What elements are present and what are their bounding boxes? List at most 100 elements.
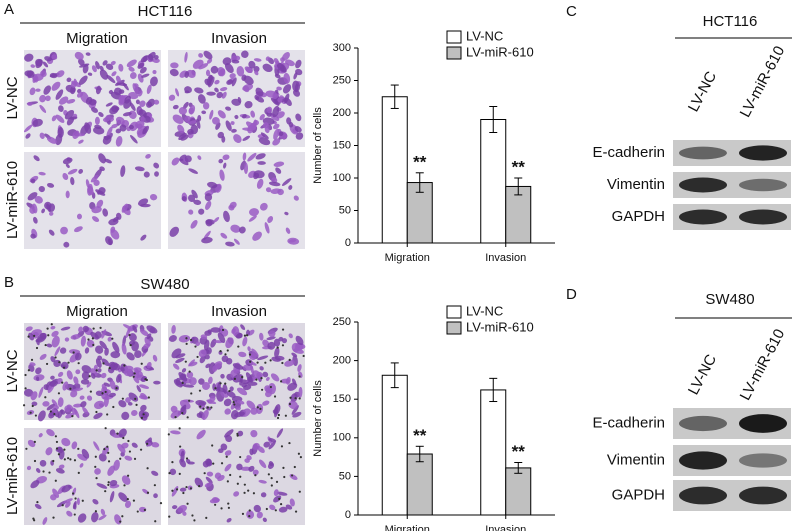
pore xyxy=(108,367,111,370)
pore xyxy=(54,435,57,438)
pore xyxy=(102,362,105,365)
cell xyxy=(94,468,101,475)
cell xyxy=(38,386,44,398)
pore xyxy=(33,334,36,337)
cell xyxy=(291,342,300,353)
pore xyxy=(54,479,57,482)
pore xyxy=(236,482,239,485)
cell xyxy=(284,97,292,106)
cell xyxy=(34,196,43,204)
pore xyxy=(107,460,111,463)
pore xyxy=(239,475,242,478)
cell xyxy=(29,87,36,96)
cell xyxy=(171,325,176,334)
cell xyxy=(103,382,111,387)
cell xyxy=(213,217,220,223)
pore xyxy=(233,377,237,380)
pore xyxy=(299,456,302,459)
pore xyxy=(254,474,257,477)
column-label: Invasion xyxy=(211,30,267,47)
cell xyxy=(100,372,107,379)
cell xyxy=(51,330,59,337)
cell xyxy=(140,116,145,122)
cell xyxy=(132,83,139,94)
cell xyxy=(133,375,140,384)
cell xyxy=(46,136,58,144)
cell xyxy=(257,161,266,165)
pore xyxy=(139,448,143,451)
cell xyxy=(290,393,298,403)
cell xyxy=(50,356,56,363)
cell xyxy=(99,166,105,172)
pore xyxy=(179,445,182,448)
pore xyxy=(276,416,280,420)
cell xyxy=(171,505,178,510)
cell xyxy=(248,215,257,222)
pore xyxy=(261,388,264,391)
cell xyxy=(200,334,208,340)
pore xyxy=(229,473,232,477)
cell xyxy=(202,102,210,110)
pore xyxy=(103,448,106,451)
pore xyxy=(239,455,242,459)
pore xyxy=(142,413,145,416)
y-tick-label: 100 xyxy=(333,432,351,444)
cell xyxy=(143,343,150,349)
cell xyxy=(242,336,248,347)
cell xyxy=(233,238,240,245)
pore xyxy=(30,358,34,361)
pore xyxy=(171,489,174,492)
pore xyxy=(57,453,61,456)
cell xyxy=(222,154,230,161)
cell xyxy=(48,229,55,236)
cell xyxy=(257,355,269,361)
pore xyxy=(267,473,270,476)
cell xyxy=(78,75,88,85)
pore xyxy=(288,441,291,445)
cell xyxy=(278,506,288,513)
cell xyxy=(33,155,40,162)
cell xyxy=(72,130,80,139)
cell xyxy=(110,351,121,359)
pore xyxy=(288,358,291,361)
cell xyxy=(243,85,250,93)
cell xyxy=(106,74,116,84)
cell xyxy=(39,459,47,467)
cell xyxy=(266,336,276,340)
cell xyxy=(66,510,73,517)
cell xyxy=(93,126,105,135)
cell xyxy=(199,355,206,364)
cell xyxy=(32,118,43,127)
cell xyxy=(236,400,245,405)
cell xyxy=(55,133,63,146)
pore xyxy=(265,507,268,511)
pore xyxy=(248,353,252,356)
pore xyxy=(55,447,59,450)
significance: ** xyxy=(512,157,526,176)
cell xyxy=(146,325,158,334)
cell xyxy=(151,442,160,448)
cell xyxy=(71,441,78,450)
cell xyxy=(73,403,83,408)
pore xyxy=(144,378,147,381)
pore xyxy=(135,403,138,406)
cell-line: HCT116 xyxy=(138,3,193,20)
cell xyxy=(219,169,225,181)
pore xyxy=(154,520,157,523)
pore xyxy=(119,457,122,460)
panel-letter: A xyxy=(4,1,14,18)
pore xyxy=(33,459,37,463)
cell xyxy=(265,387,271,393)
pore xyxy=(107,483,110,486)
pore xyxy=(74,497,77,500)
error-bar xyxy=(415,445,424,463)
cell xyxy=(221,91,227,99)
pore xyxy=(42,470,45,473)
cell xyxy=(168,335,177,342)
cell xyxy=(194,477,204,488)
cell xyxy=(230,224,241,233)
legend-swatch xyxy=(446,30,462,44)
cell xyxy=(115,128,122,134)
cell xyxy=(197,115,202,122)
